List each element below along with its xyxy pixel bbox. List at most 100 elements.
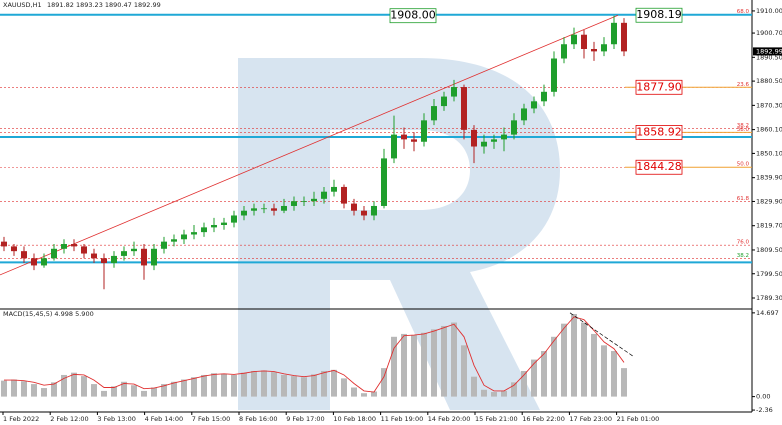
candle-body bbox=[191, 232, 197, 235]
candle-body bbox=[151, 248, 157, 266]
macd-bar bbox=[31, 384, 37, 397]
macd-bar bbox=[261, 370, 267, 397]
macd-bar bbox=[51, 382, 57, 397]
macd-bar bbox=[301, 377, 307, 397]
candle-body bbox=[311, 198, 317, 202]
macd-bar bbox=[351, 387, 357, 397]
candle-body bbox=[441, 96, 447, 107]
macd-bar bbox=[451, 322, 457, 397]
trend-line bbox=[0, 14, 619, 276]
candle-body bbox=[561, 44, 567, 59]
candle-body bbox=[401, 134, 407, 140]
macd-bar bbox=[421, 332, 427, 397]
macd-title: MACD(15,45,5) 4.998 5.900 bbox=[3, 310, 94, 318]
x-tick-label: 15 Feb 21:00 bbox=[475, 415, 518, 423]
y-tick-label: 1819.70 bbox=[756, 222, 782, 230]
macd-bar bbox=[331, 369, 337, 397]
level-box bbox=[635, 7, 683, 23]
candle-body bbox=[581, 34, 587, 49]
x-tick-label: 16 Feb 22:00 bbox=[522, 415, 565, 423]
macd-bar bbox=[191, 377, 197, 397]
level-label: 1858.92 bbox=[636, 125, 682, 138]
candle-body bbox=[471, 129, 477, 147]
candle-body bbox=[81, 246, 87, 254]
macd-bar bbox=[141, 390, 147, 397]
macd-bar bbox=[601, 345, 607, 397]
candle-body bbox=[291, 201, 297, 206]
y-tick-label: 1880.50 bbox=[756, 77, 782, 85]
macd-bar bbox=[441, 325, 447, 397]
y-tick-label: 1799.50 bbox=[756, 270, 782, 278]
macd-bar bbox=[201, 374, 207, 397]
macd-bar bbox=[471, 376, 477, 397]
candle-body bbox=[491, 139, 497, 142]
candle-body bbox=[131, 248, 137, 252]
fib-label: 38.0 bbox=[737, 127, 750, 133]
macd-bar bbox=[521, 370, 527, 397]
macd-bar bbox=[561, 323, 567, 397]
macd-bar bbox=[171, 381, 177, 397]
candle-body bbox=[571, 34, 577, 45]
candle-body bbox=[411, 139, 417, 142]
macd-y-tick-label: -2.36 bbox=[756, 406, 773, 414]
macd-bar bbox=[121, 381, 127, 397]
level-box bbox=[635, 159, 683, 175]
level-box bbox=[389, 8, 437, 24]
macd-bar bbox=[541, 351, 547, 397]
candle-body bbox=[501, 134, 507, 140]
macd-bar bbox=[231, 374, 237, 397]
candle-body bbox=[111, 255, 117, 264]
candle-body bbox=[351, 203, 357, 211]
x-tick-label: 9 Feb 17:00 bbox=[286, 415, 325, 423]
price-tag-label: 1892.99 bbox=[756, 47, 782, 55]
macd-bar bbox=[91, 384, 97, 397]
x-tick-label: 2 Feb 12:00 bbox=[50, 415, 89, 423]
fib-label: 76.0 bbox=[737, 240, 750, 246]
macd-bar bbox=[581, 322, 587, 397]
macd-bar bbox=[511, 382, 517, 397]
level-label: 1844.28 bbox=[636, 160, 682, 173]
macd-bar bbox=[481, 389, 487, 397]
macd-bar bbox=[311, 374, 317, 397]
candle-body bbox=[51, 248, 57, 259]
candle-body bbox=[261, 208, 267, 210]
y-tick-label: 1900.70 bbox=[756, 29, 782, 37]
candle-body bbox=[551, 58, 557, 92]
macd-bar bbox=[211, 373, 217, 397]
macd-bar bbox=[61, 374, 67, 397]
chart-subtitle: 1891.82 1893.23 1890.47 1892.99 bbox=[47, 1, 161, 9]
macd-bar bbox=[101, 390, 107, 397]
candle-body bbox=[241, 210, 247, 216]
macd-bar bbox=[411, 335, 417, 397]
macd-bar bbox=[181, 379, 187, 397]
candle-body bbox=[171, 239, 177, 242]
level-label: 1908.00 bbox=[390, 9, 436, 22]
candle-body bbox=[141, 248, 147, 266]
macd-trend-line bbox=[569, 312, 634, 357]
macd-bar bbox=[531, 359, 537, 397]
macd-bar bbox=[381, 368, 387, 397]
macd-bar bbox=[281, 374, 287, 397]
y-tick-label: 1829.90 bbox=[756, 197, 782, 205]
candle-body bbox=[541, 91, 547, 102]
macd-bar bbox=[81, 376, 87, 397]
macd-bar bbox=[371, 391, 377, 397]
candle-body bbox=[281, 205, 287, 211]
fib-label: 38.2 bbox=[737, 253, 749, 259]
x-tick-label: 3 Feb 13:00 bbox=[97, 415, 136, 423]
candle-body bbox=[61, 244, 67, 249]
candle-body bbox=[181, 234, 187, 240]
y-tick-label: 1860.10 bbox=[756, 126, 782, 134]
candle-body bbox=[531, 101, 537, 109]
fib-label: 23.6 bbox=[737, 82, 750, 88]
y-tick-label: 1910.00 bbox=[756, 7, 782, 15]
candle-body bbox=[361, 210, 367, 216]
candle-body bbox=[331, 186, 337, 192]
macd-bar bbox=[21, 381, 27, 397]
candle-body bbox=[321, 191, 327, 199]
macd-bar bbox=[431, 329, 437, 397]
watermark bbox=[238, 58, 560, 410]
macd-bar bbox=[1, 380, 7, 397]
macd-bar bbox=[221, 373, 227, 397]
macd-bar bbox=[271, 372, 277, 397]
